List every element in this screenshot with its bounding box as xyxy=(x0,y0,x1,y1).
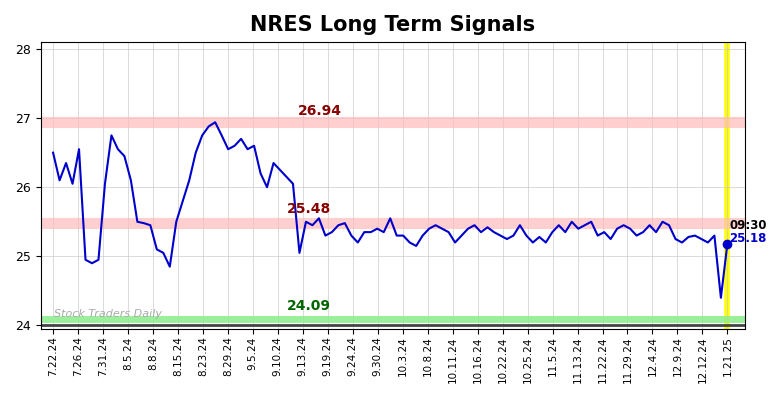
Text: 26.94: 26.94 xyxy=(297,103,341,118)
Text: 24.09: 24.09 xyxy=(287,299,332,313)
Text: 25.48: 25.48 xyxy=(287,203,332,217)
Text: 09:30: 09:30 xyxy=(729,219,767,232)
Text: Stock Traders Daily: Stock Traders Daily xyxy=(53,309,162,319)
Title: NRES Long Term Signals: NRES Long Term Signals xyxy=(250,15,535,35)
Text: 25.18: 25.18 xyxy=(729,232,767,246)
